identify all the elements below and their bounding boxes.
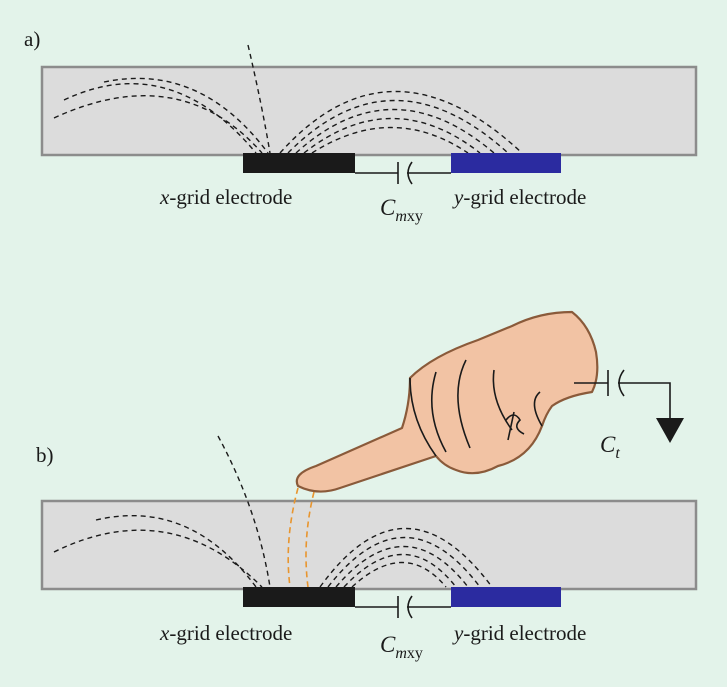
panel-a-cmxy-label: Cmxy bbox=[380, 195, 423, 225]
panel-b-field-line bbox=[95, 514, 257, 588]
panel-b: b) x-grid electrode bbox=[36, 310, 698, 662]
panel-a: a) x-grid electrode y-grid elect bbox=[24, 27, 698, 225]
panel-b-y-grid-label: y-grid electrode bbox=[452, 621, 586, 645]
panel-b-x-grid-electrode bbox=[243, 587, 355, 607]
finger-crease bbox=[409, 377, 437, 457]
panel-b-y-grid-electrode bbox=[451, 587, 561, 607]
panel-b-glass-layer bbox=[40, 499, 698, 591]
panel-a-field-line bbox=[63, 82, 257, 154]
panel-a-field-line bbox=[303, 117, 481, 154]
panel-b-tag: b) bbox=[36, 443, 54, 467]
panel-a-field-line bbox=[311, 126, 469, 154]
touch-capacitor-symbol bbox=[574, 369, 684, 443]
panel-b-field-line bbox=[343, 553, 457, 588]
panel-b-touch-field-lines bbox=[287, 487, 315, 588]
panel-a-x-grid-electrode bbox=[243, 153, 355, 173]
panel-b-x-grid-label: x-grid electrode bbox=[159, 621, 292, 645]
panel-a-y-grid-electrode bbox=[451, 153, 561, 173]
panel-a-glass-layer bbox=[40, 65, 698, 157]
panel-a-mutual-capacitor-symbol bbox=[355, 161, 451, 185]
ground-arrow-icon bbox=[656, 418, 684, 443]
panel-b-field-lines bbox=[53, 435, 493, 588]
panel-b-field-line bbox=[335, 545, 469, 588]
finger-hand-illustration bbox=[295, 310, 599, 493]
finger-crease bbox=[457, 359, 471, 449]
panel-b-field-line bbox=[53, 529, 263, 588]
panel-a-field-line bbox=[103, 77, 269, 154]
panel-b-field-line bbox=[319, 527, 493, 588]
panel-b-field-line bbox=[351, 561, 447, 588]
panel-b-cmxy-label: Cmxy bbox=[380, 632, 423, 662]
finger-crease bbox=[533, 391, 543, 427]
panel-a-field-line bbox=[279, 90, 523, 154]
knuckle-mark bbox=[505, 414, 525, 435]
finger-crease bbox=[431, 371, 447, 453]
finger-crease bbox=[492, 369, 513, 431]
panel-a-field-line bbox=[247, 44, 271, 154]
panel-b-field-line bbox=[217, 435, 271, 588]
panel-a-field-line bbox=[295, 108, 495, 154]
ground-wire bbox=[618, 382, 671, 420]
panel-b-field-line bbox=[327, 537, 481, 588]
panel-b-touch-field-line bbox=[287, 487, 299, 588]
touch-capacitance-label: Ct bbox=[600, 432, 620, 462]
panel-a-y-grid-label: y-grid electrode bbox=[452, 185, 586, 209]
panel-a-tag: a) bbox=[24, 27, 40, 51]
panel-a-x-grid-label: x-grid electrode bbox=[159, 185, 292, 209]
knuckle-mark bbox=[507, 411, 515, 441]
panel-a-field-line bbox=[53, 95, 263, 154]
panel-a-field-lines bbox=[53, 44, 523, 154]
panel-b-mutual-capacitor-symbol bbox=[355, 595, 451, 619]
